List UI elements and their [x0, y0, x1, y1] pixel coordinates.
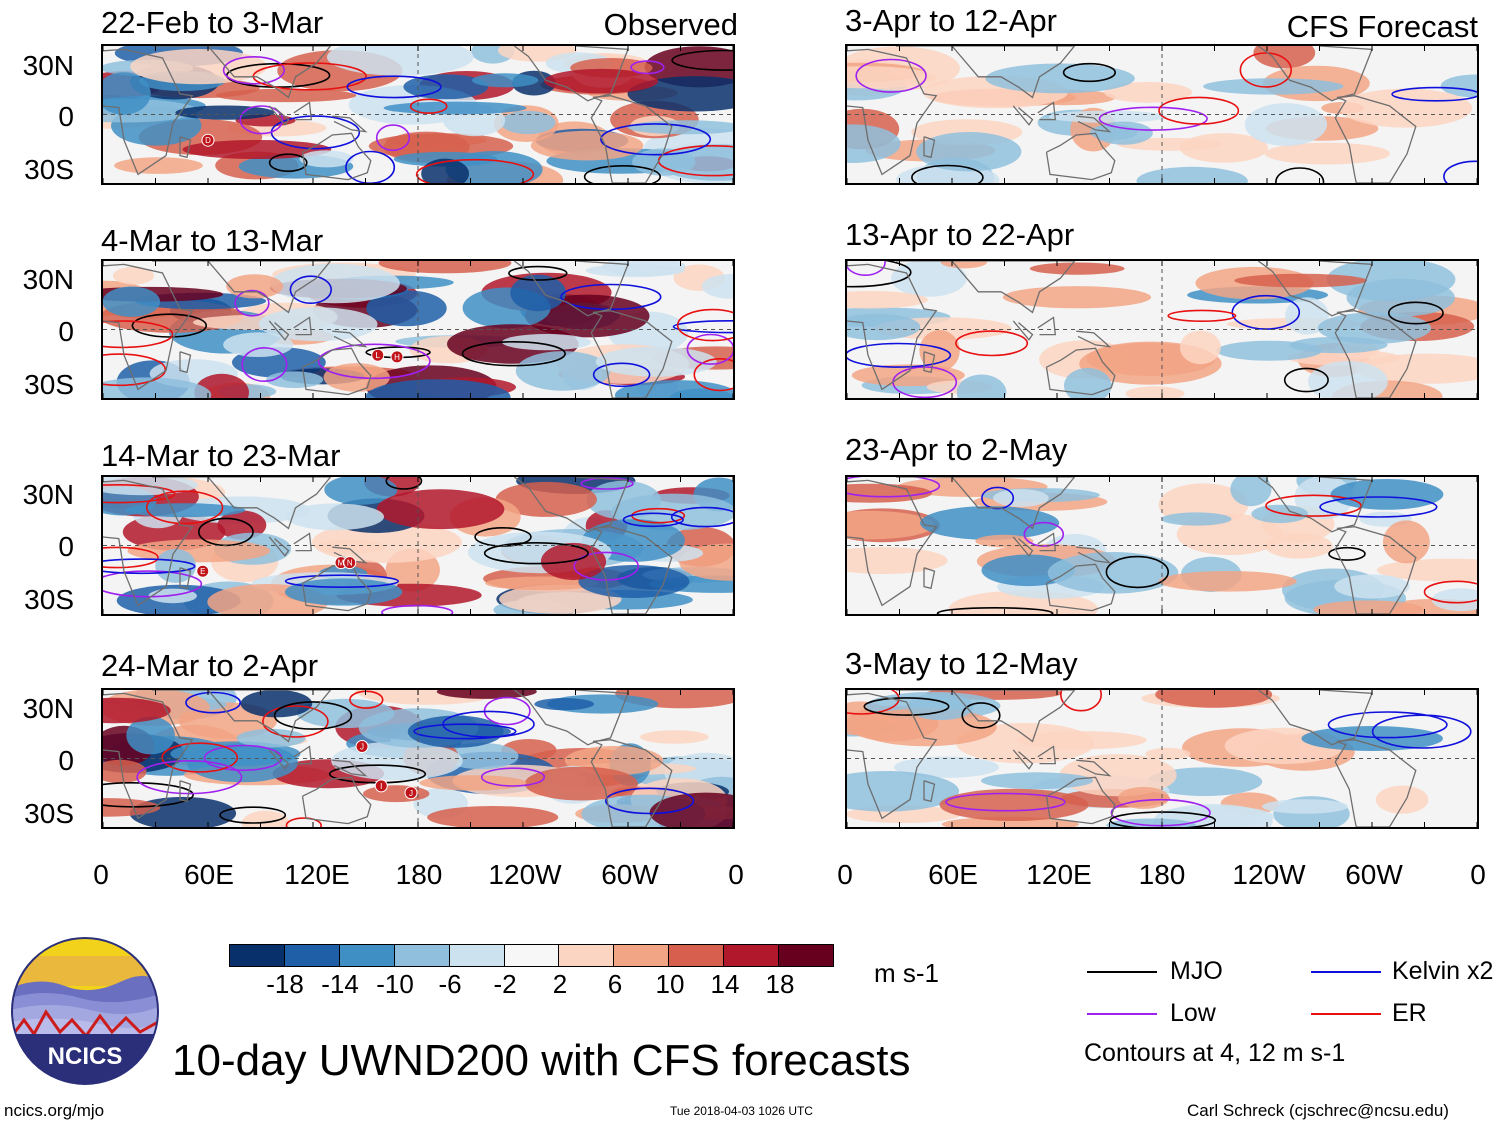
- storm-marker: [201, 133, 215, 147]
- panel-title-obs-4: 24-Mar to 2-Apr: [101, 648, 319, 683]
- colorbar-swatch: [283, 944, 340, 967]
- legend-line-er: [1311, 1013, 1381, 1015]
- storm-marker-label: I: [380, 782, 382, 791]
- storm-marker-label: D: [205, 136, 211, 145]
- contour-note: Contours at 4, 12 m s-1: [1084, 1039, 1346, 1067]
- colorbar-label: 6: [607, 969, 623, 999]
- lon-label-120w: 120W: [488, 859, 562, 890]
- lon-label-120w: 120W: [1232, 859, 1306, 890]
- footer-url[interactable]: ncics.org/mjo: [4, 1101, 105, 1120]
- map-panel-fc-2: [845, 259, 1479, 400]
- storm-marker: [374, 779, 388, 793]
- lat-label-eq: 0: [58, 745, 74, 776]
- colorbar: [229, 944, 834, 967]
- logo-text: NCICS: [48, 1043, 123, 1070]
- panel-title-fc-3: 23-Apr to 2-May: [845, 432, 1068, 467]
- map-panel-fc-4: [845, 688, 1479, 829]
- map-panel-fc-3: [845, 475, 1479, 616]
- legend-line-mjo: [1087, 971, 1157, 973]
- storm-marker-label: H: [394, 353, 400, 362]
- colorbar-label: 2: [552, 969, 568, 999]
- forecast-label: CFS Forecast: [1286, 9, 1478, 44]
- colorbar-label: -14: [321, 969, 359, 999]
- ncics-logo: NCICS: [10, 936, 160, 1086]
- lon-label-180: 180: [1138, 859, 1186, 890]
- lat-label-30s: 30S: [24, 369, 74, 400]
- colorbar-swatch: [503, 944, 560, 967]
- storm-marker: [196, 564, 210, 578]
- storm-marker: [404, 786, 418, 800]
- footer-timestamp: Tue 2018-04-03 1026 UTC: [670, 1104, 813, 1118]
- storm-marker: [390, 350, 404, 364]
- colorbar-units: m s-1: [874, 958, 939, 988]
- lon-label-60e: 60E: [184, 859, 234, 890]
- lat-label-30s: 30S: [24, 584, 74, 615]
- storm-marker: [343, 556, 357, 570]
- footer-credit: Carl Schreck (cjschrec@ncsu.edu): [1187, 1101, 1449, 1120]
- legend-label-kelvin: Kelvin x2: [1392, 957, 1494, 985]
- panel-title-obs-2: 4-Mar to 13-Mar: [101, 223, 324, 258]
- lat-label-30s: 30S: [24, 798, 74, 829]
- colorbar-label: 10: [655, 969, 685, 999]
- lon-label-0: 0: [93, 859, 109, 890]
- storm-marker-label: E: [200, 567, 205, 576]
- storm-marker-label: M: [338, 559, 345, 568]
- legend-line-low: [1087, 1013, 1157, 1015]
- colorbar-swatch: [229, 944, 285, 967]
- panel-title-obs-1: 22-Feb to 3-Mar: [101, 5, 324, 40]
- storm-marker-label: J: [360, 743, 364, 752]
- lat-label-30n: 30N: [22, 50, 74, 81]
- map-panel-obs-1: D: [101, 44, 735, 185]
- lon-label-60e: 60E: [928, 859, 978, 890]
- storm-marker: [371, 348, 385, 362]
- storm-marker-label: L: [376, 351, 381, 360]
- colorbar-swatch: [723, 944, 780, 967]
- colorbar-label: 14: [710, 969, 740, 999]
- lon-label-120e: 120E: [1026, 859, 1092, 890]
- colorbar-label: 18: [765, 969, 795, 999]
- lat-label-30n: 30N: [22, 264, 74, 295]
- colorbar-label: -6: [438, 969, 462, 999]
- lat-label-30n: 30N: [22, 479, 74, 510]
- lat-label-eq: 0: [58, 101, 74, 132]
- legend-label-er: ER: [1392, 999, 1427, 1027]
- legend-line-kelvin: [1311, 971, 1381, 973]
- main-title: 10-day UWND200 with CFS forecasts: [172, 1036, 911, 1085]
- lon-label-180: 180: [395, 859, 443, 890]
- lat-label-eq: 0: [58, 531, 74, 562]
- storm-marker-label: N: [347, 559, 353, 568]
- legend-label-low: Low: [1170, 999, 1216, 1027]
- panel-title-obs-3: 14-Mar to 23-Mar: [101, 438, 341, 473]
- colorbar-swatch: [613, 944, 670, 967]
- lon-label-0: 0: [837, 859, 853, 890]
- panel-title-fc-1: 3-Apr to 12-Apr: [845, 3, 1057, 38]
- colorbar-swatch: [393, 944, 450, 967]
- colorbar-label: -18: [266, 969, 304, 999]
- map-panel-obs-4: J I J: [101, 688, 735, 829]
- lat-label-eq: 0: [58, 316, 74, 347]
- lon-label-60w: 60W: [1345, 859, 1403, 890]
- lon-label-120e: 120E: [284, 859, 350, 890]
- colorbar-swatch: [558, 944, 615, 967]
- colorbar-swatch: [668, 944, 725, 967]
- colorbar-label: -10: [376, 969, 414, 999]
- observed-label: Observed: [603, 7, 738, 42]
- lat-label-30s: 30S: [24, 154, 74, 185]
- panel-title-fc-4: 3-May to 12-May: [845, 646, 1078, 681]
- lat-label-30n: 30N: [22, 693, 74, 724]
- panel-title-fc-2: 13-Apr to 22-Apr: [845, 217, 1075, 252]
- lon-label-60w: 60W: [601, 859, 659, 890]
- colorbar-swatch: [448, 944, 505, 967]
- map-panel-fc-1: [845, 44, 1479, 185]
- storm-marker: [355, 740, 369, 754]
- colorbar-label: -2: [493, 969, 517, 999]
- legend-label-mjo: MJO: [1170, 957, 1223, 985]
- lon-label-0e: 0: [1470, 859, 1486, 890]
- lon-label-0e: 0: [728, 859, 744, 890]
- colorbar-swatch: [338, 944, 395, 967]
- storm-marker-label: J: [409, 789, 413, 798]
- colorbar-swatch: [778, 944, 834, 967]
